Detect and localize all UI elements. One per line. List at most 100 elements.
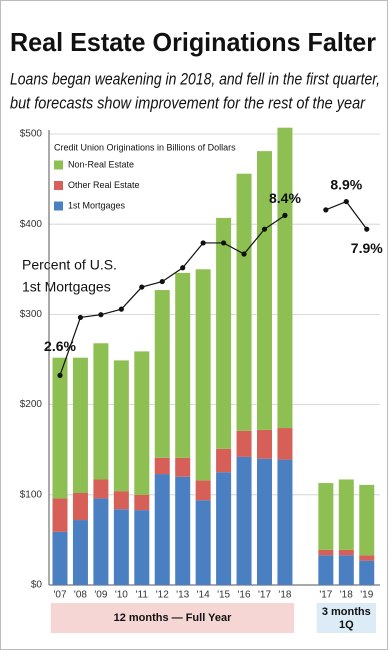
bar-segment xyxy=(236,173,252,431)
annotation: Percent of U.S. xyxy=(22,257,117,273)
line-point xyxy=(139,284,145,290)
bar-segment xyxy=(113,360,129,492)
bar-segment xyxy=(52,531,68,585)
bar-segment xyxy=(195,269,211,481)
group-band xyxy=(316,603,376,633)
bar-segment xyxy=(195,500,211,585)
line-point xyxy=(159,278,165,285)
bar-segment xyxy=(338,549,354,556)
x-tick-label: '10 xyxy=(115,590,128,601)
legend-label: 1st Mortgages xyxy=(68,200,126,210)
x-tick-label: '11 xyxy=(136,590,149,601)
line-point xyxy=(221,240,227,246)
bar-segment xyxy=(216,472,232,585)
bar-segment xyxy=(93,479,109,499)
bar-segment xyxy=(154,474,170,585)
bar-segment xyxy=(338,479,354,550)
bar-segment xyxy=(154,457,170,475)
y-tick-label: $200 xyxy=(20,399,43,410)
bar-segment xyxy=(72,492,88,521)
line-point xyxy=(180,265,186,271)
subtitle: but forecasts show improvement for the r… xyxy=(10,93,366,112)
bar-segment xyxy=(72,520,88,585)
bar-segment xyxy=(257,151,272,430)
bar-segment xyxy=(318,555,334,585)
y-tick-label: $0 xyxy=(31,580,43,591)
value-label: 7.9% xyxy=(351,240,383,256)
bar-segment xyxy=(359,560,375,585)
value-label: 2.6% xyxy=(44,338,76,354)
legend-swatch xyxy=(54,181,63,190)
bar-segment xyxy=(175,457,191,477)
bar-segment xyxy=(359,555,375,561)
x-tick-label: '09 xyxy=(94,590,107,601)
line-point xyxy=(77,314,84,321)
annotation: 1st Mortgages xyxy=(22,279,111,295)
group-label: 12 months — Full Year xyxy=(114,612,232,624)
bar-segment xyxy=(277,127,293,429)
legend-title: Credit Union Originations in Billions of… xyxy=(54,142,236,152)
bar-segment xyxy=(257,429,272,459)
bar-segment xyxy=(134,351,150,495)
line-point xyxy=(241,251,247,257)
x-tick-label: '13 xyxy=(176,590,189,601)
bar-segment xyxy=(93,343,109,480)
line-point xyxy=(98,312,104,318)
bar-segment xyxy=(72,357,88,493)
legend-label: Non-Real Estate xyxy=(68,159,134,169)
group-label: 1Q xyxy=(339,619,354,631)
line-point xyxy=(200,240,206,246)
bar-segment xyxy=(277,428,293,460)
y-tick-label: $500 xyxy=(20,129,43,140)
bar-segment xyxy=(113,509,129,585)
bar-segment xyxy=(134,494,150,511)
legend-swatch xyxy=(54,201,63,211)
group-band xyxy=(50,603,295,633)
y-tick-label: $300 xyxy=(20,309,43,320)
bar-segment xyxy=(216,448,232,473)
bar-segment xyxy=(359,484,375,556)
legend-label: Other Real Estate xyxy=(68,180,140,190)
subtitle: Loans began weakening in 2018, and fell … xyxy=(10,69,380,88)
chart-title: Real Estate Originations Falter xyxy=(10,27,376,57)
x-tick-label: '17 xyxy=(258,590,271,601)
bar-segment xyxy=(154,290,170,458)
x-tick-label: '07 xyxy=(53,590,66,601)
y-tick-label: $400 xyxy=(20,219,43,230)
group-label: 3 months xyxy=(322,606,371,618)
line-point xyxy=(57,372,63,378)
y-tick-label: $100 xyxy=(20,489,43,500)
x-tick-label: '18 xyxy=(278,590,291,601)
x-tick-label: '16 xyxy=(238,590,251,601)
line-point xyxy=(261,226,268,232)
line-point xyxy=(343,198,349,205)
line-point xyxy=(282,212,288,218)
x-tick-label: '15 xyxy=(217,590,230,601)
line-point xyxy=(323,207,329,213)
bar-segment xyxy=(236,456,252,585)
x-tick-label: '19 xyxy=(360,590,373,601)
bar-segment xyxy=(257,458,272,585)
bar-segment xyxy=(175,476,191,585)
x-tick-label: '14 xyxy=(197,590,210,601)
x-tick-label: '17 xyxy=(319,590,332,601)
bar-segment xyxy=(318,549,334,556)
x-tick-label: '08 xyxy=(74,590,87,601)
line-point xyxy=(364,226,370,232)
bar-segment xyxy=(277,459,293,585)
bar-segment xyxy=(195,480,211,501)
value-label: 8.4% xyxy=(269,190,301,206)
legend-swatch xyxy=(54,160,63,170)
x-tick-label: '12 xyxy=(156,590,169,601)
bar-segment xyxy=(216,217,232,449)
bar-segment xyxy=(52,357,68,499)
bar-segment xyxy=(113,491,129,510)
bar-segment xyxy=(338,555,354,585)
bar-segment xyxy=(318,483,334,550)
bar-segment xyxy=(236,430,252,457)
line-point xyxy=(118,306,124,312)
bar-segment xyxy=(52,498,68,532)
bar-segment xyxy=(93,498,109,585)
